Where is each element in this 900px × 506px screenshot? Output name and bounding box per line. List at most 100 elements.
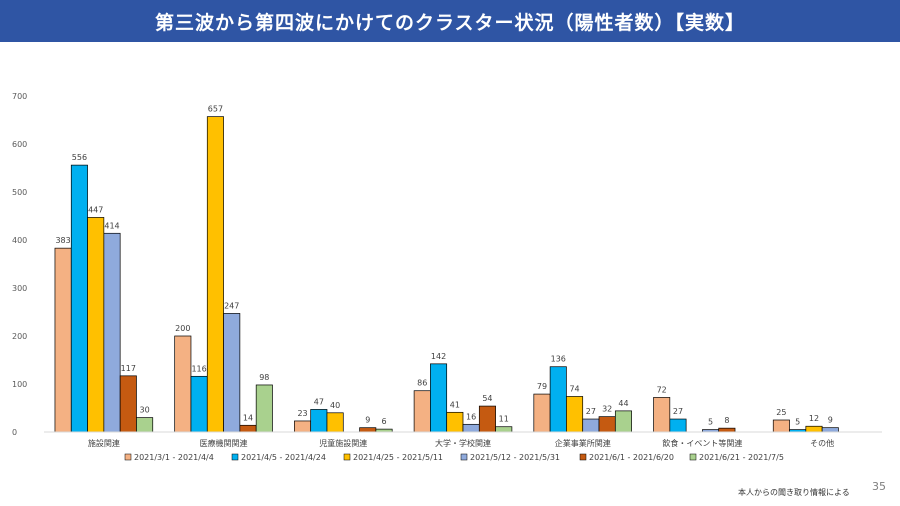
bar xyxy=(549,366,567,433)
data-label: 5 xyxy=(795,418,800,427)
legend-label: 2021/4/25 - 2021/5/11 xyxy=(353,453,443,462)
data-label: 447 xyxy=(88,205,103,214)
bar xyxy=(805,425,823,433)
legend-label: 2021/5/12 - 2021/5/31 xyxy=(470,453,560,462)
data-label: 657 xyxy=(208,105,223,114)
bar xyxy=(772,419,790,433)
data-label: 79 xyxy=(537,382,547,391)
legend-label: 2021/3/1 - 2021/4/4 xyxy=(134,453,214,462)
bar xyxy=(326,412,344,433)
bar xyxy=(718,427,736,433)
x-tick-label: 飲食・イベント等関連 xyxy=(662,438,742,448)
bar xyxy=(103,232,121,433)
legend-label: 2021/6/21 - 2021/7/5 xyxy=(699,453,784,462)
bar xyxy=(359,427,377,433)
data-label: 40 xyxy=(330,401,340,410)
bar xyxy=(478,405,496,433)
data-label: 30 xyxy=(140,406,150,415)
legend: 2021/3/1 - 2021/4/4 2021/4/5 - 2021/4/24 2… xyxy=(124,453,784,462)
data-label: 6 xyxy=(381,417,386,426)
y-tick-label: 600 xyxy=(12,140,27,149)
data-label: 44 xyxy=(618,399,628,408)
bar xyxy=(223,313,241,433)
x-tick-label: 大学・学校関連 xyxy=(435,438,491,448)
data-label: 142 xyxy=(431,352,446,361)
bar xyxy=(413,390,431,433)
x-tick-label: 企業事業所関連 xyxy=(555,438,611,448)
bar xyxy=(87,217,105,433)
bar xyxy=(190,375,208,433)
bar xyxy=(495,426,513,433)
legend-swatch xyxy=(343,453,351,461)
data-label: 54 xyxy=(482,394,492,403)
y-tick-label: 200 xyxy=(12,332,27,341)
bar xyxy=(462,423,480,433)
data-label: 117 xyxy=(121,364,136,373)
bar xyxy=(598,416,616,433)
page-number: 35 xyxy=(872,480,886,493)
x-tick-label: その他 xyxy=(810,438,834,448)
bar xyxy=(119,375,137,433)
bar xyxy=(174,335,192,433)
legend-swatch xyxy=(579,453,587,461)
bar xyxy=(239,424,257,433)
data-label: 32 xyxy=(602,405,612,414)
data-label: 27 xyxy=(586,407,596,416)
data-label: 25 xyxy=(776,408,786,417)
legend-swatch xyxy=(124,453,132,461)
data-label: 383 xyxy=(55,236,70,245)
bar xyxy=(582,418,600,433)
bar xyxy=(446,411,464,433)
bar xyxy=(533,393,551,433)
y-tick-label: 0 xyxy=(12,428,17,437)
bar xyxy=(310,409,328,433)
page-title: 第三波から第四波にかけてのクラスター状況（陽性者数）【実数】 xyxy=(154,11,746,34)
x-axis: 施設関連 医療機関関連 児童施設関連 大学・学校関連 企業事業所関連 飲食・イベント等関連… xyxy=(44,431,882,448)
bar xyxy=(70,164,88,433)
data-label: 41 xyxy=(450,400,460,409)
data-label: 247 xyxy=(224,301,239,310)
bar xyxy=(614,410,632,433)
data-label: 86 xyxy=(417,379,427,388)
y-tick-label: 400 xyxy=(12,236,27,245)
data-label: 23 xyxy=(297,409,307,418)
bar xyxy=(206,116,224,433)
y-tick-label: 500 xyxy=(12,188,27,197)
legend-label: 2021/6/1 - 2021/6/20 xyxy=(589,453,674,462)
x-tick-label: 児童施設関連 xyxy=(319,438,367,448)
data-label: 8 xyxy=(724,416,729,425)
data-label: 12 xyxy=(809,414,819,423)
data-label: 11 xyxy=(499,415,509,424)
bar xyxy=(669,418,687,433)
data-label: 200 xyxy=(175,324,190,333)
bar xyxy=(653,397,671,433)
legend-swatch xyxy=(689,453,697,461)
data-label: 5 xyxy=(708,418,713,427)
data-label: 98 xyxy=(259,373,269,382)
bar xyxy=(566,396,584,433)
legend-swatch xyxy=(231,453,239,461)
bar xyxy=(821,427,839,433)
data-label: 9 xyxy=(828,416,833,425)
data-label: 74 xyxy=(569,384,579,393)
data-label: 556 xyxy=(72,153,87,162)
bar xyxy=(294,420,312,433)
data-label: 16 xyxy=(466,412,476,421)
data-label: 136 xyxy=(551,355,566,364)
x-tick-label: 施設関連 xyxy=(88,438,120,448)
data-label: 116 xyxy=(191,364,206,373)
y-tick-label: 100 xyxy=(12,380,27,389)
title-bar: 第三波から第四波にかけてのクラスター状況（陽性者数）【実数】 xyxy=(0,0,900,42)
data-label: 414 xyxy=(104,221,119,230)
source-note: 本人からの聞き取り情報による xyxy=(738,488,850,497)
x-tick-label: 医療機関関連 xyxy=(200,438,248,448)
data-label: 9 xyxy=(365,416,370,425)
bar xyxy=(54,247,72,433)
data-label: 14 xyxy=(243,413,253,422)
data-label: 72 xyxy=(657,385,667,394)
y-axis: 0 100 200 300 400 500 600 700 xyxy=(12,92,27,437)
bar xyxy=(136,417,154,433)
y-tick-label: 300 xyxy=(12,284,27,293)
